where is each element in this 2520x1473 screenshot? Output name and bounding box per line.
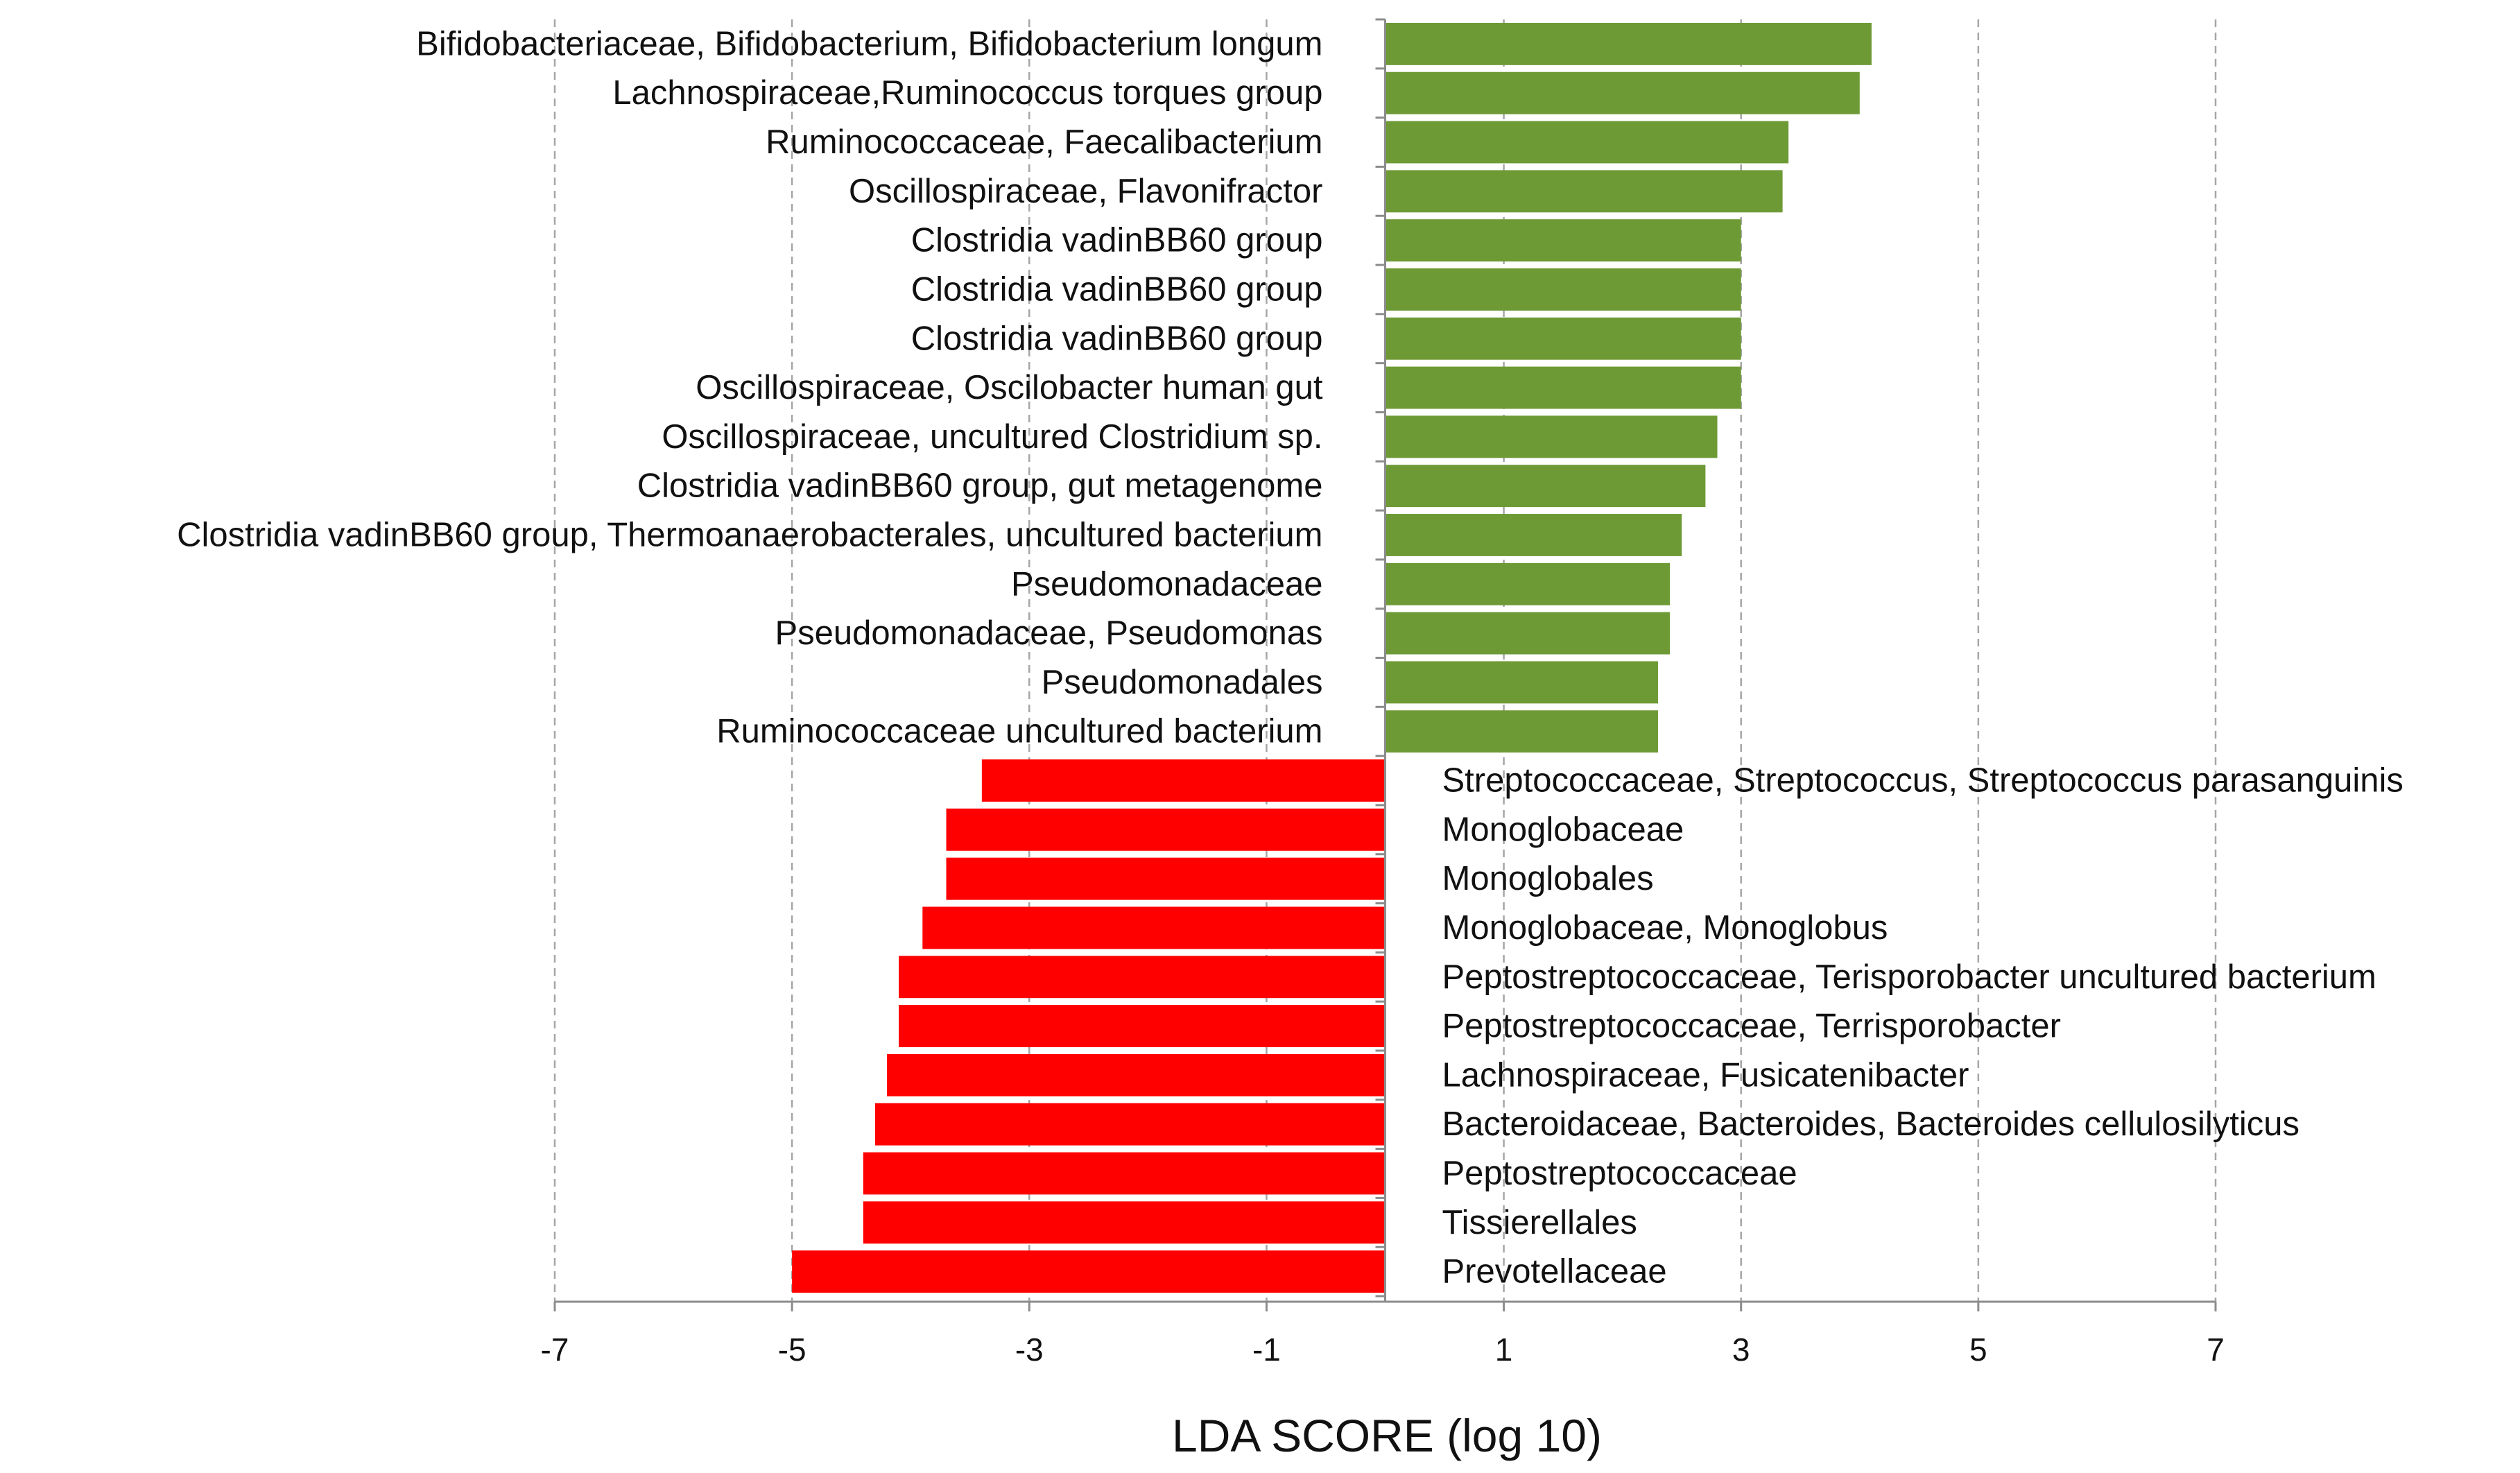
- bar: [1385, 465, 1706, 508]
- bar: [1385, 71, 1860, 114]
- category-label: Pseudomonadales: [1042, 664, 1323, 701]
- category-label: Bifidobacteriaceae, Bifidobacterium, Bif…: [416, 25, 1322, 62]
- category-label: Streptococcaceae, Streptococcus, Strepto…: [1442, 762, 2404, 800]
- bar: [887, 1053, 1386, 1096]
- category-label: Oscillospiraceae, uncultured Clostridium…: [662, 418, 1322, 456]
- bar: [1385, 514, 1682, 556]
- bar: [1385, 121, 1789, 164]
- category-label: Peptostreptococcaceae, Terisporobacter u…: [1442, 958, 2376, 996]
- bar: [1385, 22, 1872, 65]
- bar: [1385, 268, 1741, 311]
- category-label: Clostridia vadinBB60 group: [911, 320, 1323, 357]
- bar: [1385, 710, 1658, 753]
- x-axis-title: LDA SCORE (log 10): [1172, 1410, 1602, 1461]
- category-label: Ruminococcaceae uncultured bacterium: [716, 713, 1322, 750]
- x-tick-label: 1: [1495, 1332, 1513, 1368]
- x-tick-label: -1: [1252, 1332, 1281, 1368]
- category-label: Tissierellales: [1442, 1204, 1637, 1241]
- category-labels: Bifidobacteriaceae, Bifidobacterium, Bif…: [177, 25, 2404, 1290]
- bar: [899, 956, 1386, 999]
- category-label: Clostridia vadinBB60 group, gut metageno…: [637, 467, 1323, 505]
- category-label: Pseudomonadaceae, Pseudomonas: [775, 614, 1322, 652]
- category-label: Monoglobaceae: [1442, 811, 1684, 848]
- x-tick-label: -5: [778, 1332, 806, 1368]
- x-tick-label: -3: [1015, 1332, 1044, 1368]
- category-label: Pseudomonadaceae: [1011, 565, 1323, 603]
- bar: [863, 1152, 1386, 1195]
- bar: [981, 759, 1386, 802]
- bar: [1385, 170, 1783, 213]
- category-label: Peptostreptococcaceae, Terrisporobacter: [1442, 1008, 2061, 1045]
- category-label: Oscillospiraceae, Oscilobacter human gut: [696, 369, 1323, 406]
- bar: [1385, 661, 1658, 704]
- tick-labels: -7 -5 -3 -1 1 3 5 7: [541, 1332, 2225, 1368]
- bar: [1385, 562, 1671, 605]
- category-label: Monoglobales: [1442, 860, 1654, 897]
- category-label: Lachnospiraceae,Ruminococcus torques gro…: [612, 74, 1322, 112]
- bar: [1385, 366, 1741, 409]
- category-label: Lachnospiraceae, Fusicatenibacter: [1442, 1056, 1969, 1094]
- x-tick-label: 5: [1969, 1332, 1987, 1368]
- category-label: Prevotellaceae: [1442, 1253, 1667, 1291]
- bar: [1385, 415, 1718, 458]
- category-label: Clostridia vadinBB60 group: [911, 222, 1323, 259]
- bar: [863, 1201, 1386, 1244]
- bar: [1385, 219, 1741, 262]
- bars: [792, 22, 1872, 1293]
- category-label: Ruminococcaceae, Faecalibacterium: [766, 123, 1322, 161]
- bar: [792, 1250, 1386, 1293]
- x-tick-label: 3: [1732, 1332, 1750, 1368]
- category-label: Monoglobaceae, Monoglobus: [1442, 909, 1888, 947]
- category-label: Bacteroidaceae, Bacteroides, Bacteroides…: [1442, 1105, 2300, 1143]
- category-label: Peptostreptococcaceae: [1442, 1155, 1797, 1192]
- x-tick-label: 7: [2207, 1332, 2225, 1368]
- category-label: Clostridia vadinBB60 group, Thermoanaero…: [177, 516, 1322, 553]
- bar: [946, 808, 1386, 851]
- axes: [553, 18, 2217, 1311]
- bar: [946, 857, 1386, 900]
- category-label: Clostridia vadinBB60 group: [911, 270, 1323, 308]
- bar: [922, 906, 1386, 949]
- category-label: Oscillospiraceae, Flavonifractor: [849, 173, 1323, 210]
- bar: [874, 1103, 1386, 1146]
- x-tick-label: -7: [541, 1332, 569, 1368]
- bar: [1385, 612, 1671, 655]
- bar: [1385, 317, 1741, 360]
- bar: [899, 1005, 1386, 1048]
